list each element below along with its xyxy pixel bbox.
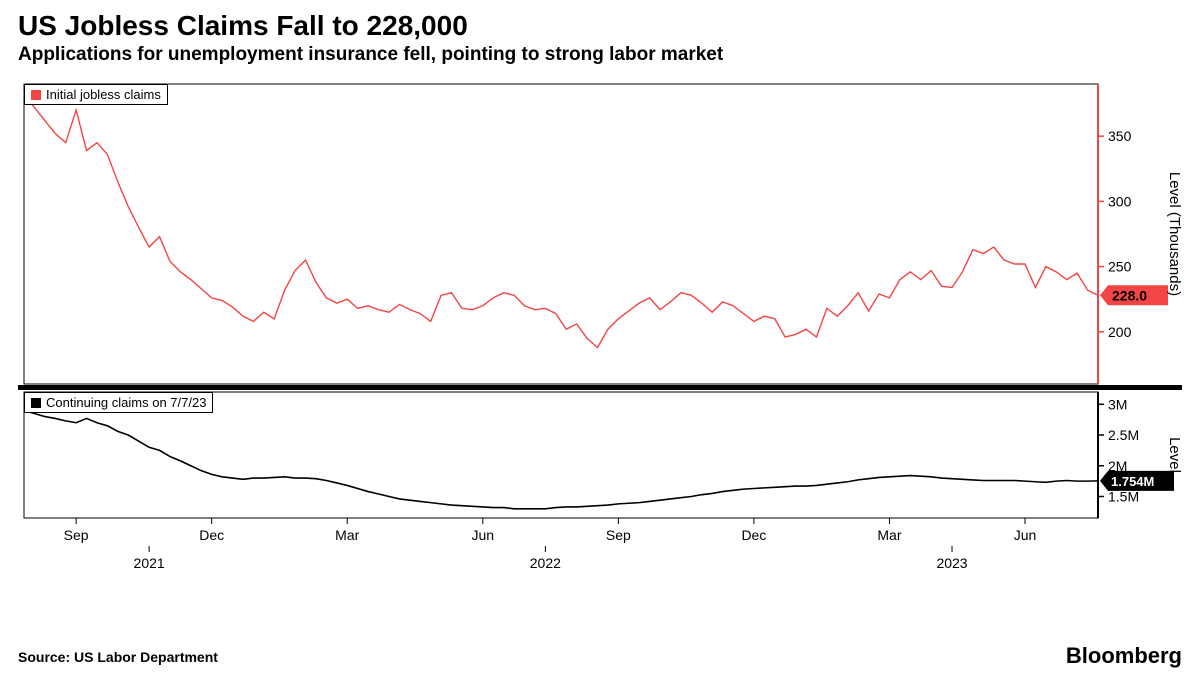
page-subtitle: Applications for unemployment insurance … [0,42,1200,74]
svg-text:200: 200 [1108,324,1132,340]
svg-text:Sep: Sep [64,527,89,543]
svg-text:Jun: Jun [1014,527,1037,543]
brand-logo: Bloomberg [1066,643,1182,669]
svg-text:250: 250 [1108,259,1132,275]
svg-text:Jun: Jun [472,527,495,543]
legend-continuing-claims: Continuing claims on 7/7/23 [24,392,213,413]
svg-text:2022: 2022 [530,555,561,571]
svg-text:Dec: Dec [741,527,766,543]
svg-text:1.754M: 1.754M [1111,474,1154,489]
svg-text:2023: 2023 [936,555,967,571]
page-title: US Jobless Claims Fall to 228,000 [0,0,1200,42]
svg-text:1.5M: 1.5M [1108,488,1139,504]
svg-text:Mar: Mar [335,527,359,543]
chart-svg: 200250300350228.0Level (Thousands)1.5M2M… [18,80,1182,610]
source-attribution: Source: US Labor Department [18,649,218,665]
svg-text:Dec: Dec [199,527,224,543]
svg-text:2.5M: 2.5M [1108,427,1139,443]
svg-text:2021: 2021 [134,555,165,571]
svg-text:3M: 3M [1108,396,1127,412]
chart-area: 200250300350228.0Level (Thousands)1.5M2M… [18,80,1182,610]
svg-text:Mar: Mar [877,527,901,543]
legend-label: Continuing claims on 7/7/23 [46,395,206,410]
legend-swatch-icon [31,398,41,408]
svg-text:228.0: 228.0 [1112,287,1147,303]
svg-text:350: 350 [1108,128,1132,144]
svg-text:Level: Level [1166,437,1182,473]
svg-text:Sep: Sep [606,527,631,543]
svg-text:Level (Thousands): Level (Thousands) [1166,172,1182,296]
svg-text:300: 300 [1108,193,1132,209]
legend-initial-claims: Initial jobless claims [24,84,168,105]
legend-swatch-icon [31,90,41,100]
legend-label: Initial jobless claims [46,87,161,102]
